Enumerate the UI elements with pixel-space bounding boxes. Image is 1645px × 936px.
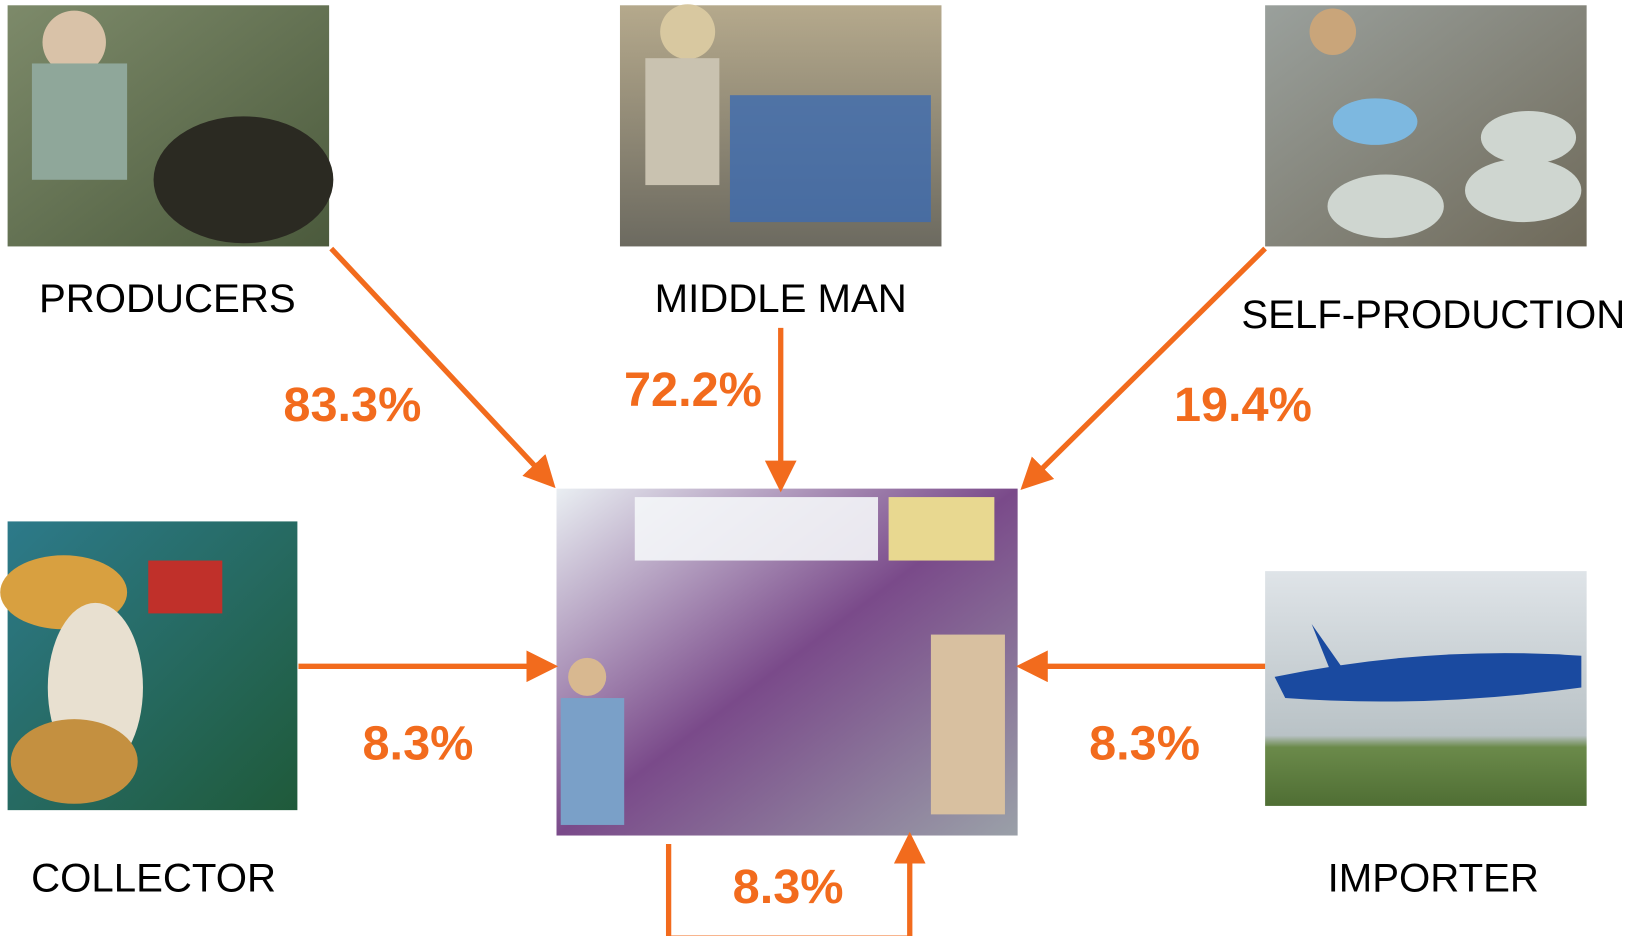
- node-label: IMPORTER: [1328, 856, 1539, 901]
- collector-photo: [0, 521, 297, 810]
- middle-man-photo: [620, 4, 942, 246]
- shop-photo: [557, 489, 1018, 836]
- node-label: COLLECTOR: [31, 856, 276, 901]
- producers-photo: [8, 5, 334, 246]
- edge-label: 72.2%: [624, 363, 762, 417]
- importer-photo: [1265, 571, 1587, 806]
- self-production-photo: [1265, 5, 1587, 246]
- node-label: PRODUCERS: [39, 276, 296, 321]
- diagram: PRODUCERS MIDDLE MAN SELF-PRODUCTION COL…: [0, 0, 1645, 936]
- node-label: SELF-PRODUCTION: [1241, 292, 1625, 337]
- arrow: [331, 249, 550, 483]
- edge-label: 19.4%: [1174, 378, 1312, 432]
- page: PRODUCERS MIDDLE MAN SELF-PRODUCTION COL…: [0, 0, 1645, 936]
- edge-label: 8.3%: [1089, 716, 1200, 770]
- edge-label: 8.3%: [733, 860, 844, 914]
- arrow: [1026, 249, 1265, 485]
- edge-label: 8.3%: [363, 716, 474, 770]
- node-label: MIDDLE MAN: [655, 276, 907, 321]
- edge-label: 83.3%: [283, 378, 421, 432]
